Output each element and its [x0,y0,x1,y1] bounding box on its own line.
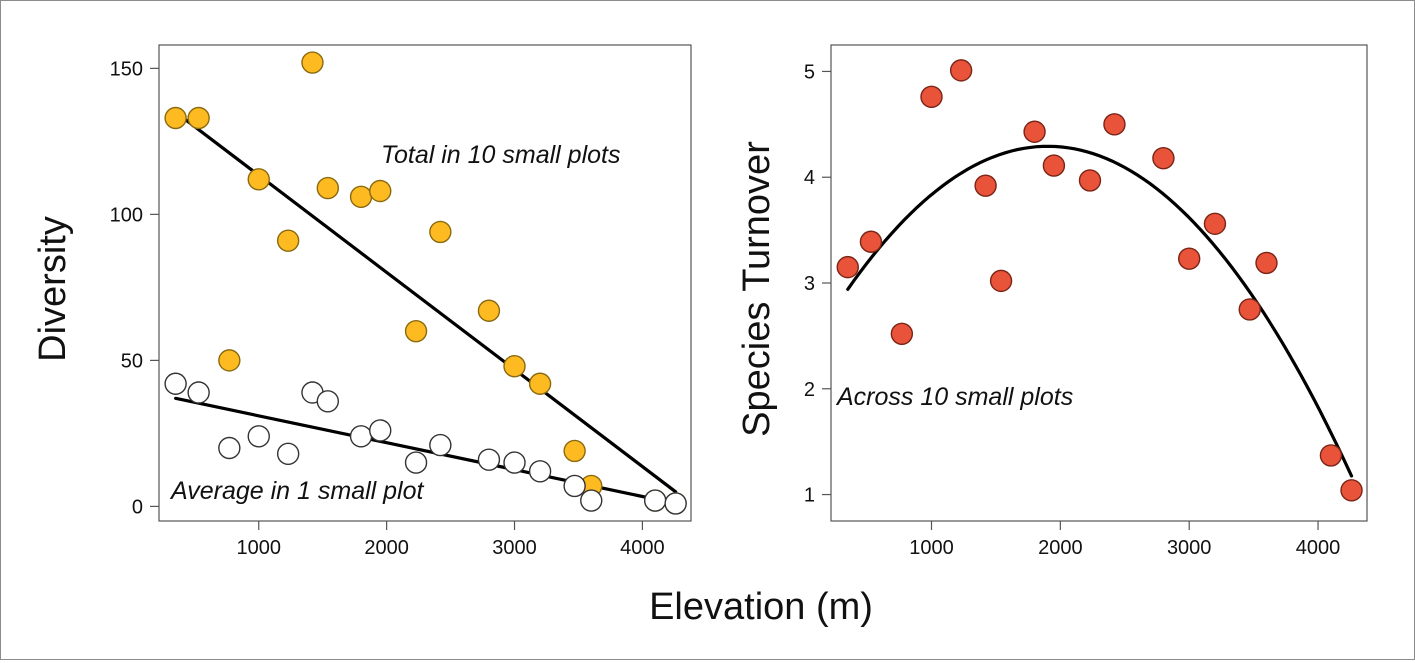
turnover-point [1319,444,1343,467]
average-point [218,436,241,460]
average-point [276,442,300,466]
turnover-point [1255,251,1278,275]
average-point [369,419,392,442]
x-tick-label: 2000 [364,537,409,559]
y-tick-label: 3 [804,273,815,295]
average-point [477,448,501,471]
average-point [503,451,526,474]
average-point [404,451,428,474]
total-point [276,229,300,252]
y-tick-label: 100 [110,204,143,226]
shared-x-axis-title: Elevation (m) [649,586,873,628]
total-point [316,176,340,200]
x-tick-label: 3000 [1167,537,1212,559]
total-point [187,106,210,130]
total-point [477,299,501,322]
average-point [349,425,373,448]
average-point [247,425,270,448]
y-tick-label: 0 [132,496,143,518]
total-point [301,51,324,74]
x-tick-label: 4000 [1296,537,1341,559]
average-point [429,433,452,457]
y-tick-label: 5 [804,61,815,83]
plot-frame [830,44,1368,522]
turnover-point [1340,479,1363,502]
annotation-label: Average in 1 small plot [169,477,425,505]
plot-frame [158,44,692,522]
total-point [247,168,270,191]
average-point [664,492,687,515]
x-tick-label: 3000 [492,537,537,559]
total-point [563,439,586,463]
total-point [369,179,392,203]
annotation-label: Total in 10 small plots [381,141,620,169]
turnover-fit-curve [846,144,1354,478]
turnover-point [974,174,997,197]
turnover-point [1103,113,1126,136]
average-point [580,489,603,512]
total-point [503,355,526,378]
x-tick-label: 2000 [1038,537,1083,559]
average-point [164,372,187,395]
average-point [563,474,586,498]
turnover-point [836,255,859,279]
y-tick-label: 2 [804,379,815,401]
total-point [404,319,428,343]
x-tick-label: 4000 [620,537,665,559]
total-point [528,372,552,395]
total-point [429,220,452,244]
x-tick-label: 1000 [237,537,282,559]
average-point [528,460,552,483]
turnover-point [859,230,883,253]
total-point [164,106,187,130]
turnover-point [890,322,914,345]
turnover-point [1152,146,1175,170]
turnover-point [1042,154,1066,177]
turnover-point [989,269,1013,293]
y-tick-label: 1 [804,485,815,507]
x-tick-label: 1000 [909,537,954,559]
turnover-point [1023,120,1046,143]
y-axis-title: Diversity [32,216,74,362]
turnover-point [949,59,973,82]
y-tick-label: 4 [804,167,815,189]
turnover-panel: 1000 2000 3000 4000 1 2 3 4 5 Species Turnover Acr… [736,44,1368,559]
average-point [643,489,667,512]
diversity-panel: 1000 2000 3000 4000 0 50 100 150 Diversity Total … [32,44,692,559]
total-point [218,349,241,372]
turnover-point [1203,212,1227,235]
y-axis-title: Species Turnover [736,141,778,437]
total-point [349,185,373,209]
turnover-point [1238,298,1261,321]
y-tick-label: 150 [110,58,143,80]
turnover-point [1078,169,1102,192]
turnover-point [920,85,943,109]
turnover-point [1177,247,1201,270]
y-tick-label: 50 [121,350,143,372]
annotation-label: Across 10 small plots [835,383,1073,411]
average-point [316,390,340,413]
average-point [187,381,210,404]
